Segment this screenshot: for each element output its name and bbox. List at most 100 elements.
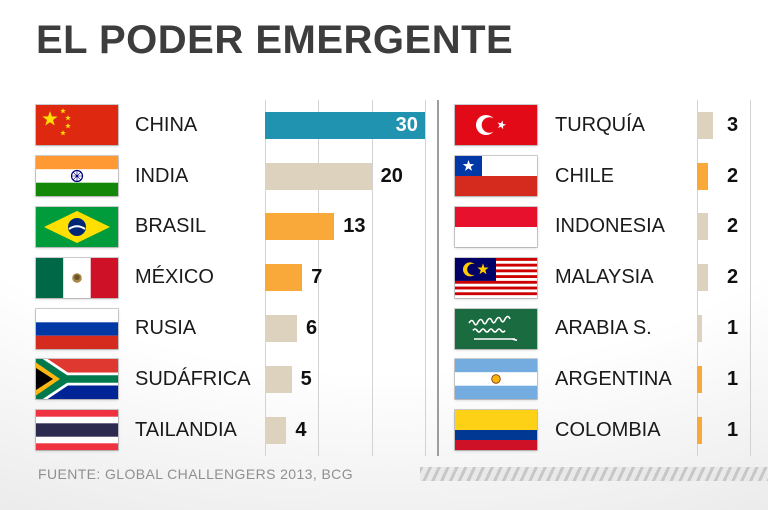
value-label: 20 xyxy=(380,164,403,187)
tailandia-flag-icon xyxy=(36,410,118,451)
chart-column-left: CHINA 30 INDIA 20 BRASIL 13 MÉXICO 7 RUSIA 6 … xyxy=(36,100,437,456)
country-label: SUDÁFRICA xyxy=(135,367,251,390)
bar-rusia xyxy=(265,315,297,343)
page-title: EL PODER EMERGENTE xyxy=(36,18,514,62)
mexico-flag xyxy=(36,257,118,298)
india-flag xyxy=(36,156,118,197)
country-label: TAILANDIA xyxy=(135,418,237,441)
indonesia-flag-icon xyxy=(455,206,537,247)
chart-row-colombia: COLOMBIA 1 xyxy=(455,405,768,456)
bar-track: 1 xyxy=(697,416,768,444)
indonesia-flag xyxy=(455,206,537,247)
country-label: TURQUÍA xyxy=(555,113,645,136)
chart-row-chile: CHILE 2 xyxy=(455,151,768,202)
value-label: 4 xyxy=(295,418,307,441)
turquia-flag-icon xyxy=(455,105,537,146)
chile-flag-icon xyxy=(455,156,537,197)
argentina-flag xyxy=(455,359,537,400)
colombia-flag xyxy=(455,410,537,451)
decorative-stripes xyxy=(420,467,768,481)
value-label: 7 xyxy=(311,266,323,289)
gridline xyxy=(372,100,373,456)
bar-colombia xyxy=(697,416,703,444)
chart-row-indonesia: INDONESIA 2 xyxy=(455,202,768,253)
country-label: MALAYSIA xyxy=(555,266,654,289)
rusia-flag xyxy=(36,308,118,349)
chart-row-china: CHINA 30 xyxy=(36,100,437,151)
value-label: 2 xyxy=(727,164,739,187)
bar-chile xyxy=(697,162,708,190)
bar-track: 30 xyxy=(265,111,437,139)
value-label: 5 xyxy=(300,367,312,390)
bar-track: 20 xyxy=(265,162,437,190)
brasil-flag xyxy=(36,206,118,247)
value-label: 13 xyxy=(343,215,366,238)
gridline xyxy=(318,100,319,456)
china-flag-icon xyxy=(36,105,118,146)
bar-track: 1 xyxy=(697,315,768,343)
china-flag xyxy=(36,105,118,146)
bar-malaysia xyxy=(697,264,708,292)
sudafrica-flag-icon xyxy=(36,359,118,400)
column-divider xyxy=(437,100,439,456)
bar-track: 7 xyxy=(265,264,437,292)
chart-row-turquia: TURQUÍA 3 xyxy=(455,100,768,151)
bar-track: 2 xyxy=(697,264,768,292)
mexico-flag-icon xyxy=(36,257,118,298)
bar-track: 3 xyxy=(697,111,768,139)
bar-track: 2 xyxy=(697,162,768,190)
value-label: 2 xyxy=(727,215,739,238)
argentina-flag-icon xyxy=(455,359,537,400)
bar-track: 5 xyxy=(265,365,437,393)
chart-row-mexico: MÉXICO 7 xyxy=(36,252,437,303)
value-label: 30 xyxy=(395,113,418,136)
bar-track: 6 xyxy=(265,315,437,343)
chart-row-arabia: ARABIA S. 1 xyxy=(455,303,768,354)
gridline xyxy=(750,100,751,456)
bar-track: 4 xyxy=(265,416,437,444)
arabia-flag xyxy=(455,308,537,349)
rusia-flag-icon xyxy=(36,308,118,349)
country-label: INDONESIA xyxy=(555,215,666,238)
bar-track: 13 xyxy=(265,213,437,241)
value-label: 2 xyxy=(727,266,739,289)
chart-row-sudafrica: SUDÁFRICA 5 xyxy=(36,354,437,405)
country-label: BRASIL xyxy=(135,215,207,238)
bar-arabia xyxy=(697,315,703,343)
bar-track: 2 xyxy=(697,213,768,241)
chart-row-rusia: RUSIA 6 xyxy=(36,303,437,354)
arabia-flag-icon xyxy=(455,308,537,349)
country-label: RUSIA xyxy=(135,317,197,340)
gridline xyxy=(425,100,426,456)
malaysia-flag-icon xyxy=(455,257,537,298)
country-label: COLOMBIA xyxy=(555,418,661,441)
tailandia-flag xyxy=(36,410,118,451)
bar-india xyxy=(265,162,372,190)
country-label: CHILE xyxy=(555,164,614,187)
country-label: ARGENTINA xyxy=(555,367,672,390)
bar-brasil xyxy=(265,213,335,241)
bar-argentina xyxy=(697,365,703,393)
sudafrica-flag xyxy=(36,359,118,400)
bar-indonesia xyxy=(697,213,708,241)
chart-column-right: TURQUÍA 3 CHILE 2 INDONESIA 2 MALAYSIA 2 ARA… xyxy=(455,100,768,456)
country-label: MÉXICO xyxy=(135,266,214,289)
chart-row-tailandia: TAILANDIA 4 xyxy=(36,405,437,456)
india-flag-icon xyxy=(36,156,118,197)
bar-track: 1 xyxy=(697,365,768,393)
bar-china: 30 xyxy=(265,111,425,139)
chile-flag xyxy=(455,156,537,197)
turquia-flag xyxy=(455,105,537,146)
source-note: FUENTE: GLOBAL CHALLENGERS 2013, BCG xyxy=(38,466,353,482)
bar-mexico xyxy=(265,264,303,292)
value-label: 1 xyxy=(727,317,739,340)
chart-row-malaysia: MALAYSIA 2 xyxy=(455,252,768,303)
country-label: ARABIA S. xyxy=(555,317,652,340)
chart-row-argentina: ARGENTINA 1 xyxy=(455,354,768,405)
bar-sudafrica xyxy=(265,365,292,393)
chart-row-india: INDIA 20 xyxy=(36,151,437,202)
value-label: 6 xyxy=(305,317,318,340)
malaysia-flag xyxy=(455,257,537,298)
colombia-flag-icon xyxy=(455,410,537,451)
chart-row-brasil: BRASIL 13 xyxy=(36,202,437,253)
